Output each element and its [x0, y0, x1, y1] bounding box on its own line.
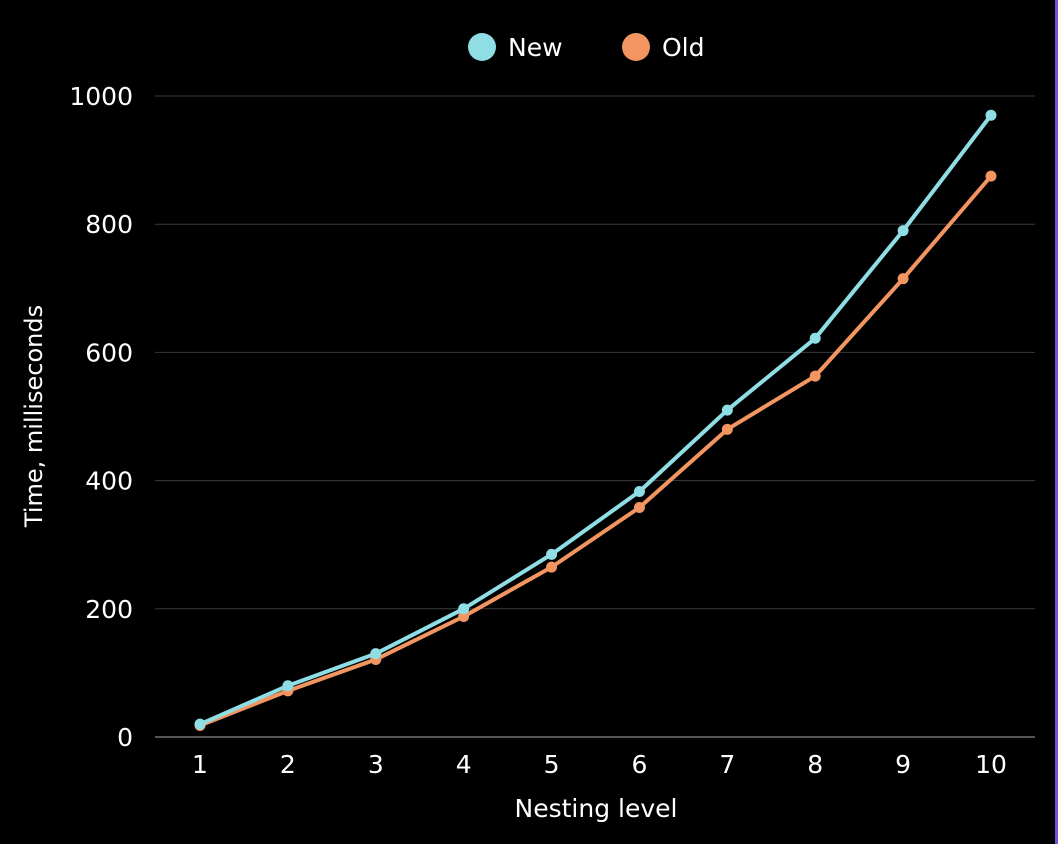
data-point-new	[458, 603, 470, 615]
series-line-old	[198, 174, 993, 728]
series-lines	[194, 109, 997, 731]
x-tick-label: 1	[192, 750, 208, 779]
axes: 0 200 400 600 800 1000 1 2 3 4 5 6 7 8 9 10	[69, 82, 1035, 779]
x-tick-label: 3	[368, 750, 384, 779]
y-tick-label: 400	[85, 467, 133, 496]
data-point-old	[809, 370, 821, 382]
x-tick-label: 5	[544, 750, 560, 779]
x-axis-title: Nesting level	[515, 794, 678, 823]
x-tick-label: 4	[456, 750, 472, 779]
data-point-old	[546, 561, 558, 573]
data-point-new	[546, 548, 558, 560]
data-point-new	[282, 680, 294, 692]
data-point-old	[985, 170, 997, 182]
y-tick-label: 1000	[69, 82, 133, 111]
y-tick-label: 200	[85, 595, 133, 624]
legend-label-new: New	[508, 33, 563, 62]
data-point-new	[721, 404, 733, 416]
data-point-new	[809, 332, 821, 344]
data-point-old	[897, 273, 909, 285]
data-point-new	[633, 485, 645, 497]
y-tick-label: 0	[117, 723, 133, 752]
legend-marker-old	[622, 33, 650, 61]
data-point-new	[897, 225, 909, 237]
edge-accent-bar	[1055, 0, 1058, 844]
data-point-old	[633, 502, 645, 514]
legend-marker-new	[468, 33, 496, 61]
legend-label-old: Old	[662, 33, 705, 62]
y-axis-title: Time, milliseconds	[20, 305, 48, 528]
x-tick-label: 10	[975, 750, 1007, 779]
data-point-old	[721, 423, 733, 435]
x-tick-label: 2	[280, 750, 296, 779]
data-point-old	[458, 610, 470, 622]
data-point-new	[194, 718, 206, 730]
x-tick-label: 9	[895, 750, 911, 779]
x-tick-label: 6	[631, 750, 647, 779]
data-point-new	[985, 109, 997, 121]
y-tick-label: 800	[85, 210, 133, 239]
x-tick-label: 8	[807, 750, 823, 779]
x-tick-label: 7	[719, 750, 735, 779]
y-tick-label: 600	[85, 338, 133, 367]
grid	[155, 95, 1035, 610]
series-line-new	[198, 113, 993, 727]
legend: New Old	[468, 33, 705, 62]
data-point-new	[370, 648, 382, 660]
